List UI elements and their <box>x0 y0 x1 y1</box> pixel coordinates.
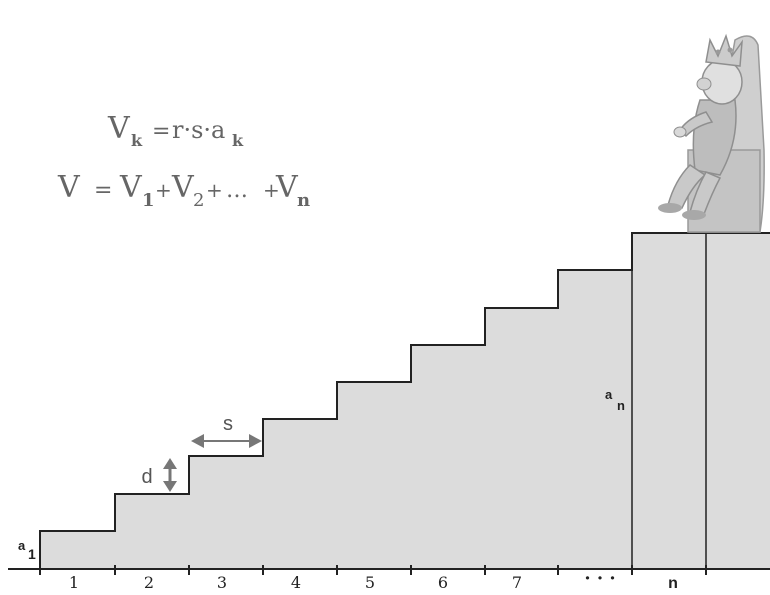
formula-v-lhs: V <box>57 170 81 205</box>
label-an: a n <box>605 387 625 413</box>
formula-v-term2-sub: 2 <box>193 190 204 211</box>
king-on-throne-icon <box>658 33 765 233</box>
formula-v-termn-sub: n <box>297 190 310 211</box>
d-label: d <box>141 466 152 488</box>
formula-vk-rhs-sub: k <box>232 131 244 150</box>
label-an-main: a <box>605 387 613 402</box>
staircase-outline <box>39 232 770 569</box>
formula-vk-eq: = <box>152 119 170 144</box>
s-dimension: s <box>191 413 262 448</box>
s-label: s <box>223 413 233 435</box>
formula-v-dots: … <box>226 178 248 203</box>
formula-v-plus2: + <box>206 178 223 202</box>
label-an-sub: n <box>617 398 625 413</box>
formula-v-term1: V <box>119 170 143 205</box>
step-label-5: 5 <box>365 573 375 592</box>
s-arrow-right-head <box>249 434 262 448</box>
d-dimension: d <box>141 458 177 492</box>
step-label-3: 3 <box>217 573 227 592</box>
formula-v-eq: = <box>94 178 112 203</box>
d-arrow-down-head <box>163 481 177 492</box>
step-label-6: 6 <box>438 573 448 592</box>
step-label-2: 2 <box>144 573 154 592</box>
formula-v-termn: V <box>275 170 299 205</box>
formula-v-term2: V <box>171 170 195 205</box>
staircase <box>39 232 770 569</box>
formula-v-sum: V = V 1 + V 2 + … + V n <box>57 170 310 211</box>
label-a1-sub: 1 <box>28 546 36 562</box>
step-label-ellipsis: · · · <box>584 568 615 589</box>
label-a1-main: a <box>18 538 26 553</box>
formula-vk-lhs-sub: k <box>131 131 143 150</box>
step-label-4: 4 <box>291 573 301 592</box>
step-label-7: 7 <box>512 573 522 592</box>
step-label-n: n <box>668 575 678 592</box>
d-arrow-up-head <box>163 458 177 469</box>
label-a1: a 1 <box>18 538 36 562</box>
s-arrow-left-head <box>191 434 204 448</box>
formula-v-plus1: + <box>155 178 172 202</box>
staircase-fill <box>40 233 770 569</box>
formula-vk: V k = r·s·a k <box>107 111 244 150</box>
formula-vk-lhs: V <box>107 111 131 146</box>
formula-v-plus3: + <box>263 178 280 202</box>
step-labels: 1 2 3 4 5 6 7 · · · n <box>69 568 678 592</box>
step-label-1: 1 <box>69 573 79 592</box>
base-axis <box>8 564 770 575</box>
formula-v-term1-sub: 1 <box>142 190 155 211</box>
formula-vk-rhs: r·s·a <box>172 116 225 144</box>
